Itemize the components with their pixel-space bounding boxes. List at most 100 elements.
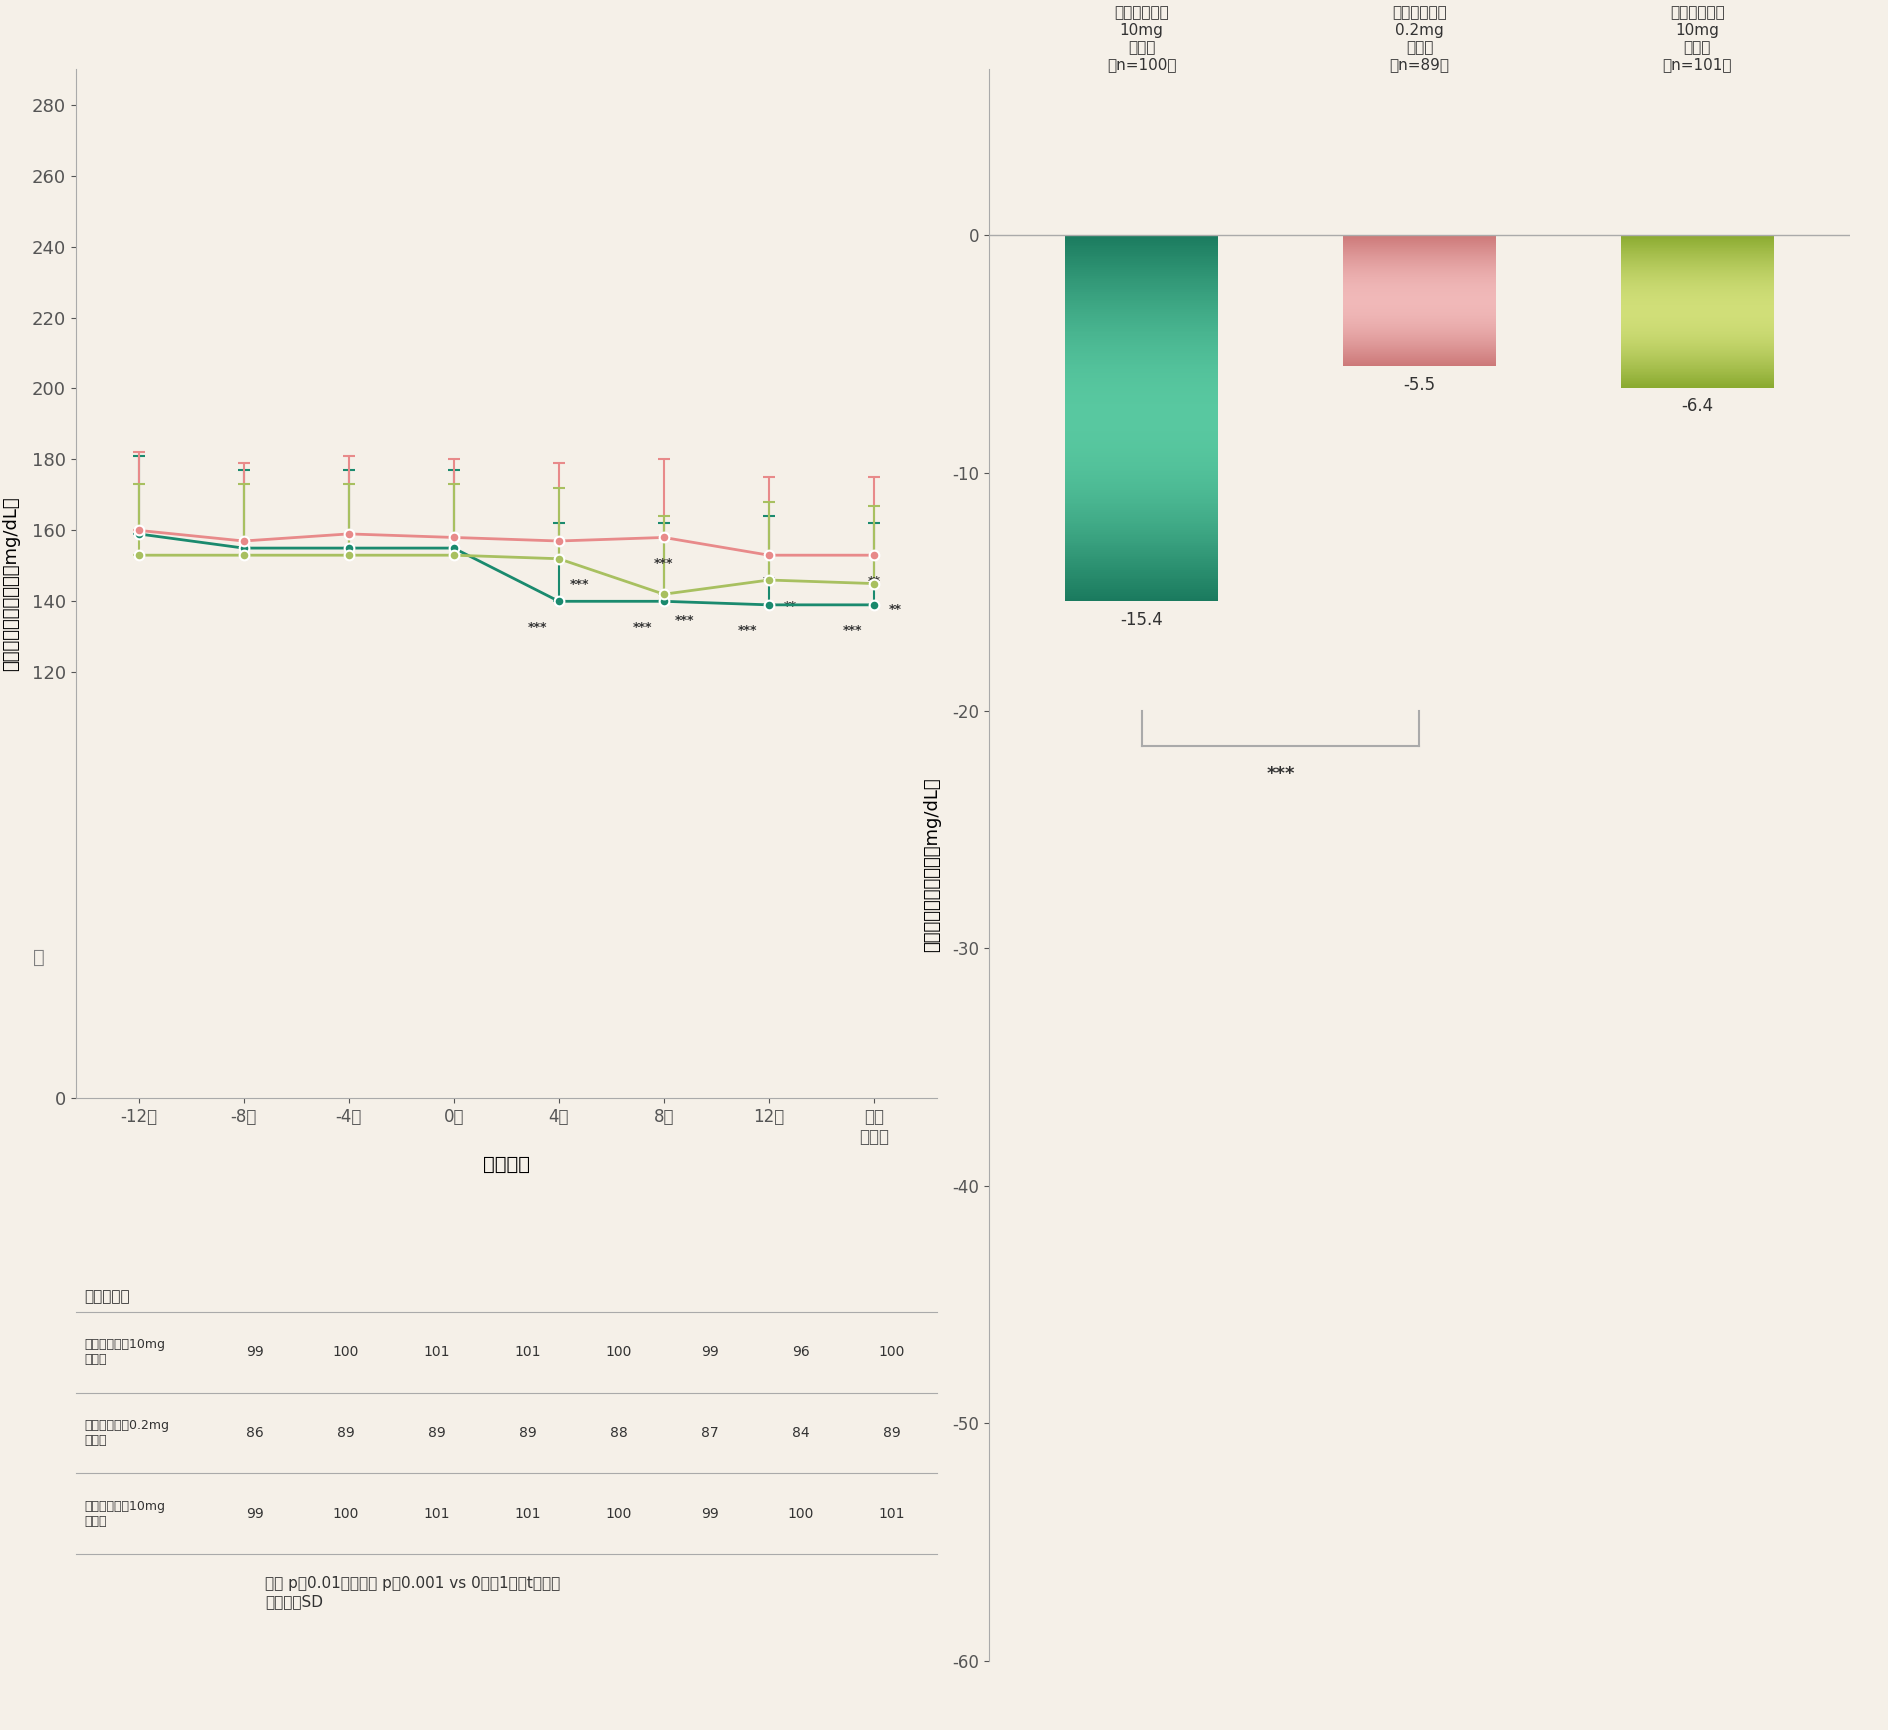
Bar — [1065, 524, 1218, 526]
Bar — [1065, 557, 1218, 559]
Bar — [1065, 367, 1218, 368]
Bar — [1065, 374, 1218, 377]
Bar — [1065, 497, 1218, 498]
Bar — [1065, 324, 1218, 325]
Bar — [1065, 313, 1218, 315]
Bar — [1065, 443, 1218, 445]
Bar — [1065, 261, 1218, 263]
Bar — [1065, 481, 1218, 483]
Bar — [1065, 500, 1218, 502]
Bar — [1065, 413, 1218, 415]
Bar — [1065, 301, 1218, 303]
Bar — [1065, 505, 1218, 507]
Bar — [1065, 287, 1218, 289]
Bar — [1065, 493, 1218, 495]
Text: ボグリボース
0.2mg
単独群
（n=89）: ボグリボース 0.2mg 単独群 （n=89） — [1390, 5, 1450, 73]
Bar — [1065, 360, 1218, 362]
Bar — [1065, 348, 1218, 349]
Bar — [1065, 578, 1218, 580]
Bar — [1065, 265, 1218, 266]
Bar — [1065, 403, 1218, 405]
Bar — [1065, 292, 1218, 294]
Bar — [1065, 441, 1218, 443]
Bar — [1065, 569, 1218, 571]
Text: 100: 100 — [606, 1507, 632, 1521]
Text: **: ** — [889, 604, 901, 616]
Bar — [1065, 308, 1218, 310]
Bar — [1065, 474, 1218, 476]
Text: 84: 84 — [791, 1426, 810, 1439]
Bar — [1065, 298, 1218, 299]
Bar — [1065, 519, 1218, 521]
Bar — [1065, 458, 1218, 460]
Bar — [1065, 547, 1218, 548]
Bar — [1065, 346, 1218, 348]
Bar — [1065, 507, 1218, 509]
Bar — [1065, 384, 1218, 386]
Bar — [1065, 379, 1218, 381]
Text: グルファスト
10mg
単独群
（n=101）: グルファスト 10mg 単独群 （n=101） — [1663, 5, 1731, 73]
Bar — [1065, 585, 1218, 586]
Text: 100: 100 — [332, 1507, 359, 1521]
Bar — [1065, 368, 1218, 370]
Bar — [1065, 586, 1218, 588]
Bar — [1065, 337, 1218, 339]
Bar — [1065, 559, 1218, 561]
Bar — [1065, 282, 1218, 284]
Bar — [1065, 372, 1218, 374]
Bar — [1065, 479, 1218, 481]
Bar — [1065, 310, 1218, 313]
Bar — [1065, 279, 1218, 282]
Bar — [1065, 327, 1218, 329]
Bar — [1065, 509, 1218, 510]
Bar — [1065, 434, 1218, 436]
Bar — [1065, 422, 1218, 424]
Bar — [1065, 514, 1218, 516]
Text: 89: 89 — [429, 1426, 446, 1439]
Bar — [1065, 365, 1218, 367]
Bar — [1065, 516, 1218, 517]
Bar — [1065, 260, 1218, 261]
Bar — [1065, 467, 1218, 469]
Bar — [1065, 432, 1218, 434]
Bar — [1065, 483, 1218, 484]
Text: **: ** — [784, 600, 797, 612]
Bar — [1065, 593, 1218, 595]
Bar — [1065, 573, 1218, 574]
Bar — [1065, 388, 1218, 389]
Bar — [1065, 377, 1218, 379]
Text: ***: *** — [738, 625, 757, 637]
Bar — [1065, 258, 1218, 260]
Bar — [1065, 498, 1218, 500]
Bar — [1065, 249, 1218, 251]
Bar — [1065, 574, 1218, 576]
Bar — [1065, 332, 1218, 334]
Bar — [1065, 552, 1218, 554]
Bar — [1065, 533, 1218, 536]
Text: 101: 101 — [514, 1346, 540, 1360]
Bar — [1065, 349, 1218, 351]
Bar — [1065, 540, 1218, 541]
Bar — [1065, 393, 1218, 394]
Bar — [1065, 315, 1218, 317]
Y-axis label: 空腹時血糖値変化量（mg/dL）: 空腹時血糖値変化量（mg/dL） — [923, 778, 940, 952]
Bar — [1065, 306, 1218, 308]
Bar — [1065, 419, 1218, 420]
Bar — [1065, 320, 1218, 322]
Bar — [1065, 330, 1218, 332]
Bar — [1065, 277, 1218, 279]
Text: **: ** — [763, 574, 776, 588]
Bar — [1065, 303, 1218, 304]
Bar — [1065, 590, 1218, 592]
Bar — [1065, 329, 1218, 330]
Bar — [1065, 550, 1218, 552]
Bar — [1065, 410, 1218, 412]
Text: 101: 101 — [878, 1507, 904, 1521]
Bar — [1065, 512, 1218, 514]
Bar — [1065, 239, 1218, 240]
Bar — [1065, 355, 1218, 356]
Bar — [1065, 424, 1218, 426]
Bar — [1065, 254, 1218, 256]
Bar — [1065, 263, 1218, 265]
Text: 100: 100 — [787, 1507, 814, 1521]
